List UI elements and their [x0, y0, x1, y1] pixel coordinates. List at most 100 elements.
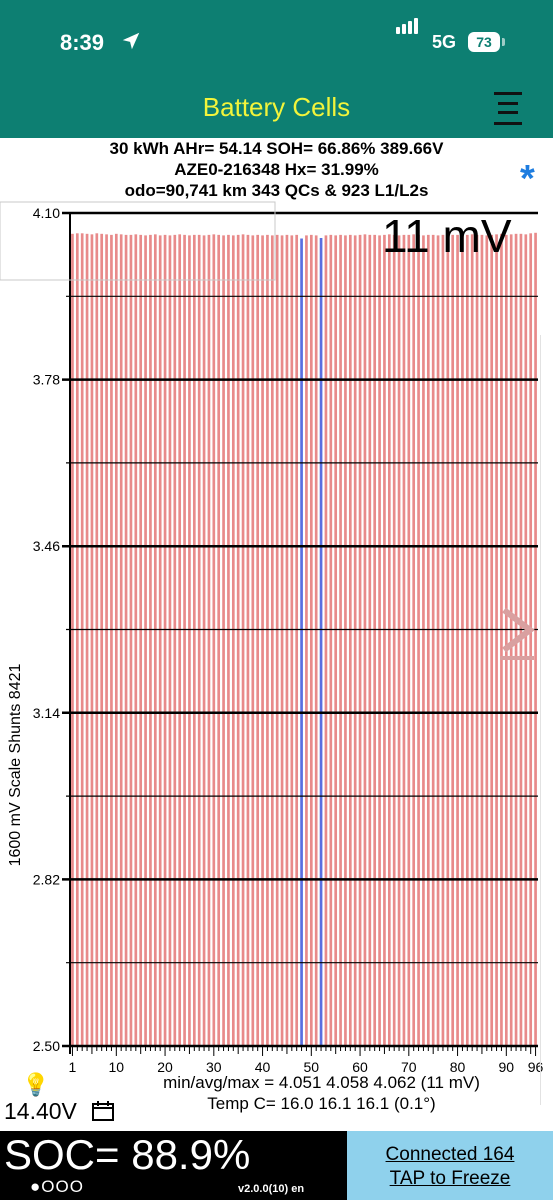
- x-tick-label: 10: [109, 1059, 125, 1075]
- cell-bar: [266, 234, 269, 1047]
- y-tick-label: 3.78: [33, 372, 60, 388]
- cell-bar: [329, 234, 333, 1047]
- cell-bar: [534, 232, 537, 1046]
- location-arrow-icon: [122, 32, 140, 50]
- cell-bar: [163, 234, 167, 1047]
- cell-bar: [217, 234, 221, 1047]
- cell-bar: [378, 235, 381, 1047]
- lightbulb-icon[interactable]: 💡: [22, 1072, 50, 1097]
- side-scroll-handle[interactable]: [540, 335, 553, 1105]
- page-dots[interactable]: ●OOO: [30, 1177, 84, 1196]
- chart-overlay-box: [0, 201, 276, 281]
- cell-bar: [75, 233, 79, 1046]
- cell-bar: [368, 234, 372, 1047]
- hamburger-menu-icon[interactable]: [494, 90, 522, 126]
- x-tick-label: 30: [206, 1059, 222, 1075]
- cell-bar: [85, 233, 89, 1046]
- next-chevron-icon[interactable]: [496, 604, 538, 664]
- cell-bar: [207, 234, 211, 1047]
- cell-bar: [134, 234, 138, 1046]
- cell-bar: [290, 235, 294, 1047]
- cell-bar: [275, 234, 279, 1047]
- cell-bar: [461, 235, 464, 1047]
- soc-panel[interactable]: SOC= 88.9% ●OOO v2.0.0(10) en: [0, 1131, 347, 1200]
- cell-bar: [470, 234, 474, 1046]
- cell-bar: [417, 234, 420, 1047]
- cell-bar: [446, 234, 450, 1046]
- cell-bar: [149, 234, 152, 1047]
- cell-bar: [95, 233, 99, 1046]
- connect-freeze-button[interactable]: Connected 164 TAP to Freeze: [347, 1131, 553, 1200]
- cell-bar: [475, 234, 479, 1047]
- cell-bar: [402, 234, 406, 1047]
- cell-bar: [314, 235, 318, 1047]
- x-tick-label: 1: [69, 1059, 77, 1075]
- cell-bar: [100, 233, 104, 1046]
- summary-line-3: odo=90,741 km 343 QCs & 923 L1/L2s: [124, 181, 429, 200]
- cell-bar: [324, 235, 328, 1047]
- cell-bar: [441, 234, 445, 1047]
- cell-bar: [358, 234, 362, 1047]
- cell-bar: [178, 234, 182, 1046]
- y-tick-label: 3.46: [33, 538, 60, 554]
- cell-bar: [509, 234, 513, 1046]
- status-bar: 8:39 5G 73: [0, 0, 553, 80]
- cell-bar: [524, 234, 528, 1046]
- cell-bar: [251, 235, 255, 1047]
- cell-bars: [71, 232, 537, 1047]
- cell-bar: [280, 235, 284, 1047]
- cell-bar: [153, 234, 157, 1046]
- cell-bar: [500, 233, 503, 1046]
- cell-bar: [426, 234, 430, 1047]
- cell-stats: min/avg/max = 4.051 4.058 4.062 (11 mV) …: [0, 1072, 553, 1114]
- calendar-icon[interactable]: [92, 1101, 114, 1121]
- x-tick-label: 90: [499, 1059, 515, 1075]
- cell-voltage-chart[interactable]: 4.10 3.78 3.46 3.14 2.82 2.50 1 10 20 30 40 50 60 70 8…: [0, 190, 553, 1080]
- cell-bar: [485, 235, 489, 1047]
- cell-bar: [490, 234, 494, 1047]
- cell-bar: [202, 235, 206, 1047]
- cell-bar: [285, 234, 289, 1047]
- freeze-text: TAP to Freeze: [389, 1168, 511, 1189]
- y-tick-label: 3.14: [33, 705, 60, 721]
- cell-bar: [480, 234, 484, 1047]
- cell-bar: [451, 234, 455, 1047]
- cell-bar: [236, 234, 240, 1047]
- cell-bar: [105, 234, 108, 1046]
- cell-bar: [183, 234, 186, 1047]
- cell-bar: [387, 234, 391, 1046]
- minavgmax-text: min/avg/max = 4.051 4.058 4.062 (11 mV): [163, 1073, 480, 1092]
- cell-bar: [168, 235, 172, 1047]
- cell-bar: [90, 234, 94, 1046]
- x-tick-label: 60: [352, 1059, 368, 1075]
- cell-bar: [344, 235, 347, 1047]
- cell-bar: [80, 233, 84, 1046]
- cell-bar: [456, 234, 459, 1047]
- cell-bar: [397, 235, 401, 1047]
- cell-bar: [407, 234, 411, 1047]
- cell-bar: [241, 234, 245, 1046]
- cell-bar: [353, 235, 357, 1047]
- y-tick-label: 2.50: [33, 1038, 60, 1054]
- y-tick-label: 2.82: [33, 871, 60, 887]
- x-tick-label: 96: [528, 1059, 544, 1075]
- cell-bar: [222, 235, 225, 1047]
- soc-value: SOC= 88.9%: [4, 1131, 251, 1178]
- cell-bar: [436, 235, 440, 1047]
- y-tick-label: 4.10: [33, 205, 60, 221]
- cell-bar: [504, 234, 508, 1047]
- cell-bar: [227, 234, 230, 1047]
- spread-label: 11 mV: [382, 210, 512, 262]
- summary-line-2: AZE0-216348 Hx= 31.99%: [174, 160, 379, 179]
- battery-icon: 73: [468, 32, 500, 52]
- star-icon[interactable]: *: [520, 158, 535, 200]
- cell-bar: [231, 235, 235, 1047]
- temperature-text: Temp C= 16.0 16.1 16.1 (0.1°): [207, 1094, 436, 1113]
- cell-bar: [246, 234, 250, 1047]
- cell-bar: [363, 234, 367, 1046]
- cell-bar: [71, 233, 74, 1046]
- cell-bar: [383, 234, 386, 1047]
- cell-bar: [144, 235, 147, 1047]
- cell-bar: [188, 235, 191, 1047]
- cell-bar: [173, 234, 177, 1047]
